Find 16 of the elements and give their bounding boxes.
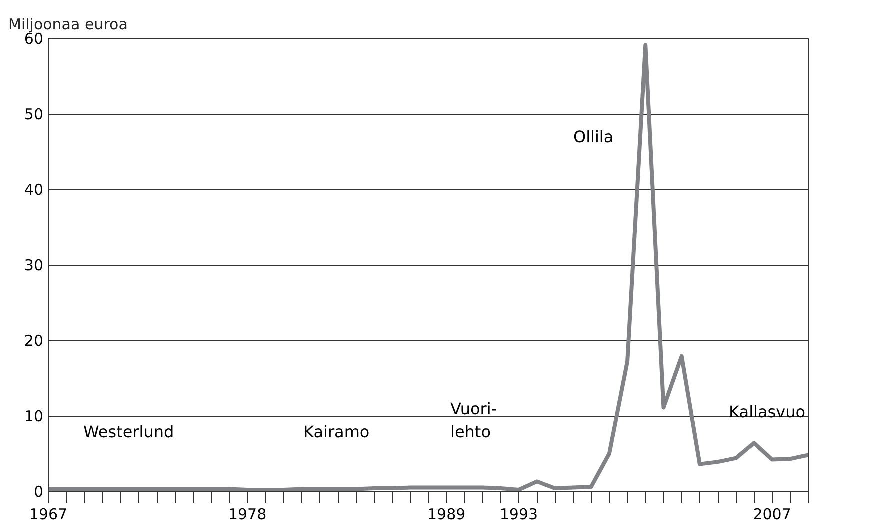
annotation: Ollila [574, 128, 614, 146]
x-tick-label: 1989 [428, 506, 466, 522]
y-tick-label: 0 [34, 483, 44, 501]
x-tick-label: 1993 [500, 506, 538, 522]
x-tick-label: 1978 [228, 506, 267, 522]
annotation: Vuori- lehto [450, 400, 498, 442]
y-axis-title: Miljoonaa euroa [8, 16, 128, 34]
y-tick-label: 10 [24, 408, 44, 426]
x-tick-label: 1967 [29, 506, 68, 522]
y-tick-label: 20 [24, 332, 44, 350]
y-tick-label: 50 [24, 106, 44, 124]
y-tick-label: 40 [24, 181, 44, 199]
annotation: Kairamo [304, 422, 370, 442]
x-tick-label: 2007 [753, 506, 792, 522]
annotation: Westerlund [84, 422, 174, 442]
y-tick-label: 30 [24, 256, 44, 274]
